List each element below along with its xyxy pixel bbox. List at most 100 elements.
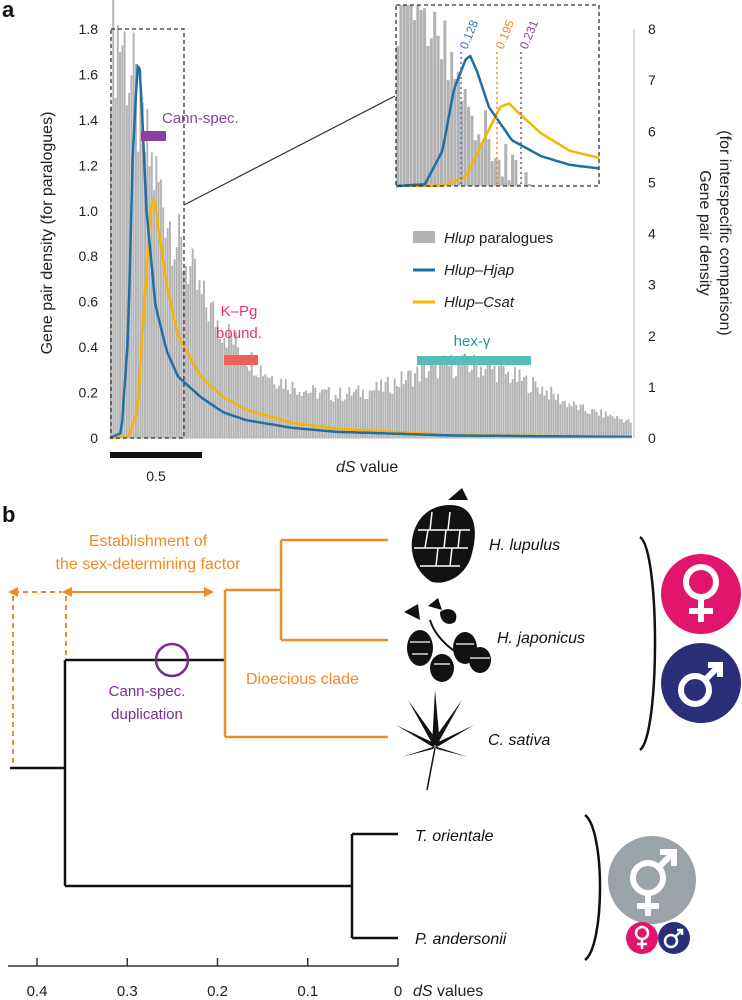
left-axis: 0 0.2 0.4 0.6 0.8 1.0 1.2 1.4 1.6 1.8 [79,21,99,446]
histogram-bar [427,371,430,438]
histogram-bar [180,236,183,438]
dioecious-clade-branches [223,538,388,739]
histogram-bar [209,302,212,438]
histogram-bar [568,403,571,438]
histogram-bar [443,355,446,438]
inset-histogram-bar [409,5,413,186]
left-tick-label: 0.8 [79,248,99,264]
histogram-bar [616,415,619,438]
inset-histogram-bar [436,35,440,186]
ds-axis-tick-label: 0.1 [297,983,318,1000]
phylogeny-tree [10,658,398,940]
histogram-bar [203,280,205,438]
histogram-bar [323,389,326,438]
histogram-bar [489,362,491,438]
zoom-connector [183,95,396,206]
histogram-bar [432,361,435,438]
left-axis-title: Gene pair density (for paralogues) [39,112,56,355]
male-symbol-icon [661,643,741,723]
histogram-bar [314,387,317,438]
histogram-bar [119,51,122,438]
histogram-bar [561,401,564,438]
ds-axis-ticks: 0.4 0.3 0.2 0.1 0 [27,958,402,1000]
histogram-bar [284,379,287,438]
histogram-bar [275,388,278,438]
inset-histogram-bar [399,5,403,186]
histogram-bar [563,401,566,438]
histogram-bar [602,417,605,438]
histogram-bar [287,390,289,438]
histogram-bar [268,377,271,438]
histogram-bar [175,247,178,438]
histogram-bar [264,374,267,438]
cann-spec-bar [141,131,166,141]
japanese-hop-icon [404,598,491,682]
histogram-bar [618,418,621,438]
histogram-bar [239,358,242,438]
right-tick-label: 8 [648,21,656,37]
histogram-bar [178,213,181,438]
histogram-bar [291,381,294,438]
histogram-bar [502,365,505,438]
inset: 0.128 0.195 0.231 [395,4,600,188]
histogram-bar [600,409,603,438]
histogram-bar [532,377,535,438]
histogram-bar [470,369,473,438]
histogram-bar [371,390,373,438]
histogram-bar [420,364,423,438]
ds-axis-title: dS values [413,983,483,1000]
inset-hlup-hjap-line [395,54,600,188]
inset-histogram-bar [460,100,464,186]
histogram-bar [498,365,501,438]
histogram-bar [523,377,525,438]
left-tick-label: 0.2 [79,385,99,401]
kpg-label-line2: bound. [216,325,262,342]
histogram-bar [468,371,471,438]
histogram-bar [500,363,503,438]
histogram-bar [225,347,228,438]
inset-histogram-bar [483,110,488,186]
histogram-bar [423,363,426,438]
duplication-marker [154,642,190,678]
histogram-bar [534,381,537,438]
inset-histogram-bar [507,180,511,186]
histogram-bar [311,385,314,438]
histogram-bar [575,405,578,438]
histogram-bar [266,377,269,438]
legend-label-hjap: Hlup–Hjap [444,262,514,279]
histogram-bar [305,390,308,438]
histogram-bar [566,407,569,438]
histogram-bar [300,395,303,438]
histogram-bar [609,414,612,438]
left-tick-label: 1.4 [79,112,99,128]
histogram-bar [368,390,371,438]
histogram-bar [309,392,312,438]
inset-histogram-bar [412,20,416,187]
cann-dup-line2: duplication [111,706,183,723]
histogram-bar [334,394,337,438]
histogram-bar [430,362,432,438]
histogram-bar [473,354,476,438]
histogram-bar [445,363,448,438]
histogram-bar [527,392,530,438]
histogram-bar [216,320,219,438]
hlup-hjap-line [109,63,632,440]
histogram-bar [207,321,210,438]
histogram-bar [348,387,351,438]
inset-histogram-bar [514,160,518,186]
hermaphrodite-symbol-icon [608,836,696,924]
inset-histogram-bar [446,80,450,186]
histogram-bar [607,416,609,438]
histogram-bar [346,393,348,438]
histogram-bar [611,416,614,438]
cann-dup-line1: Cann-spec. [109,683,186,700]
histogram-bar [452,377,455,438]
histogram-bar [541,386,544,438]
histogram-bar [620,419,623,438]
inset-histogram-bar [504,143,508,186]
histogram-bar [110,106,112,439]
histogram-bar [529,392,532,438]
histogram-bar [148,166,151,438]
histogram-bar [400,371,403,438]
histogram-bar [366,398,369,438]
